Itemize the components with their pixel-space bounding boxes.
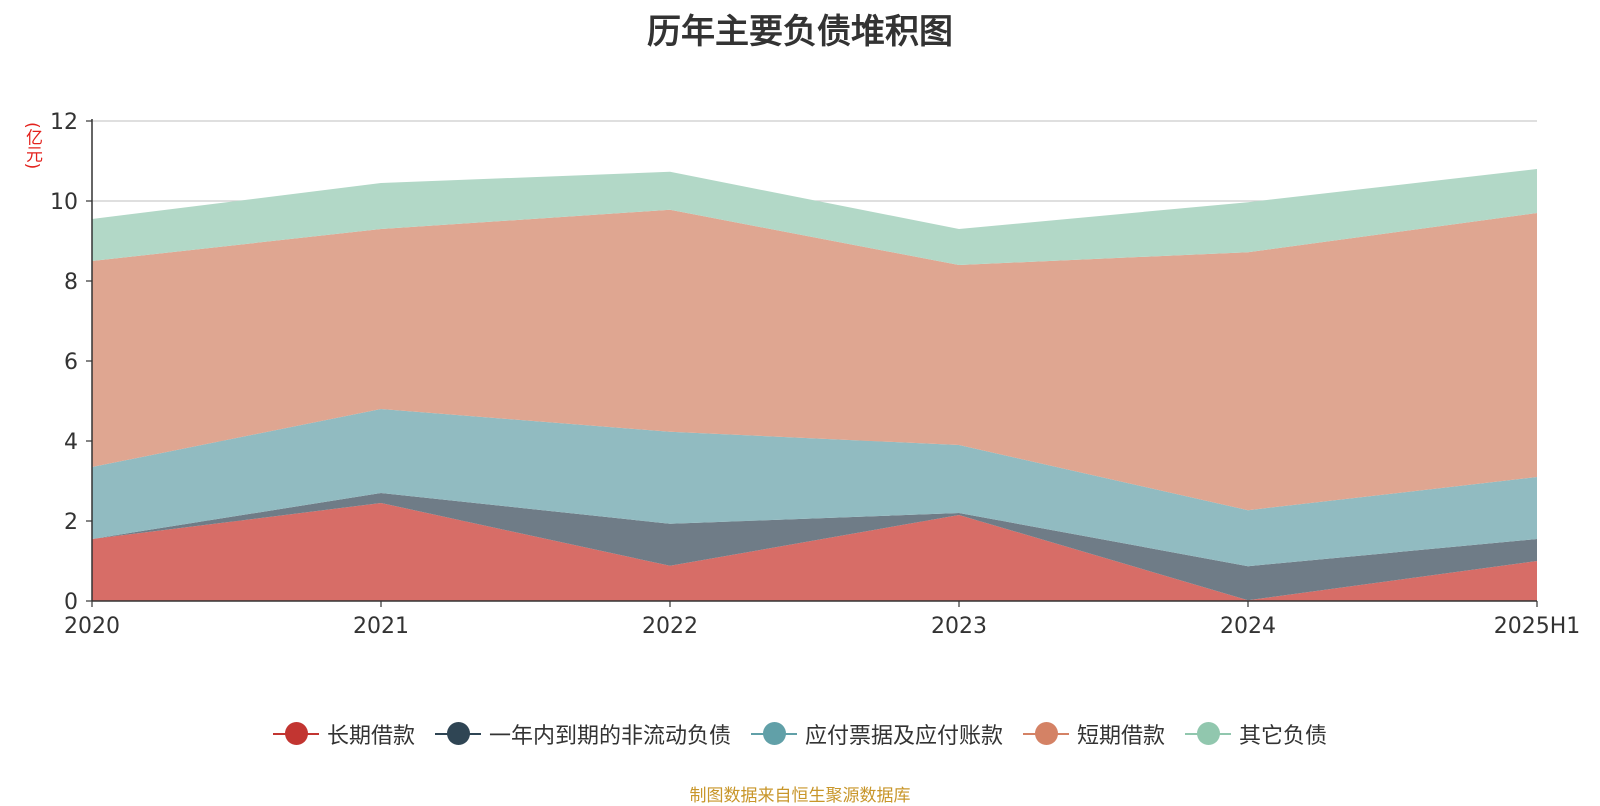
legend-item[interactable]: 短期借款 [1023, 718, 1165, 750]
legend-dot [284, 722, 308, 745]
chart-title: 历年主要负债堆积图 [647, 12, 953, 52]
area-其它负债 [92, 169, 1537, 265]
x-tick-label: 2023 [931, 614, 987, 639]
y-tick-label: 8 [64, 270, 78, 295]
legend-marker-icon [750, 722, 797, 746]
legend-item[interactable]: 一年内到期的非流动负债 [434, 718, 731, 750]
legend-label: 长期借款 [326, 724, 415, 749]
legend-label: 其它负债 [1239, 724, 1328, 749]
legend-marker-icon [272, 722, 319, 746]
legend-marker-icon [1185, 722, 1232, 746]
area-长期借款 [92, 503, 1537, 601]
legend-item[interactable]: 长期借款 [272, 718, 415, 750]
area-短期借款 [92, 209, 1537, 511]
legend-dot [446, 722, 470, 745]
legend-item[interactable]: 应付票据及应付账款 [750, 718, 1003, 750]
legend-dot [1197, 722, 1221, 745]
legend-item[interactable]: 其它负债 [1185, 718, 1327, 750]
legend-label: 应付票据及应付账款 [804, 724, 1003, 749]
y-tick-label: 4 [64, 430, 78, 455]
y-tick-label: 2 [64, 510, 78, 535]
y-tick-label: 12 [50, 110, 78, 135]
x-tick-label: 2022 [642, 614, 698, 639]
legend-marker-icon [1023, 722, 1069, 746]
x-tick-label: 2025H1 [1494, 614, 1581, 639]
legend: 长期借款 一年内到期的非流动负债 应付票据及应付账款 短期借款 其它负债 [0, 718, 1600, 750]
y-axis-unit-label: (亿元) [22, 122, 42, 170]
area-一年内到期的非流动负债 [92, 493, 1537, 601]
x-tick-label: 2021 [353, 614, 409, 639]
y-tick-label: 6 [64, 350, 78, 375]
source-note: 制图数据来自恒生聚源数据库 [689, 786, 911, 806]
area-应付票据及应付账款 [92, 409, 1537, 567]
legend-label: 短期借款 [1077, 724, 1166, 749]
axes: 0 2 4 6 8 10 12 2020 2021 2022 2023 2024 2025H1 [50, 110, 1580, 639]
legend-dot [1035, 722, 1058, 745]
y-tick-label: 10 [50, 190, 78, 215]
legend-dot [762, 722, 786, 745]
legend-label: 一年内到期的非流动负债 [488, 724, 731, 749]
legend-marker-icon [434, 722, 481, 746]
x-tick-label: 2024 [1220, 614, 1276, 639]
y-tick-label: 0 [64, 590, 78, 615]
x-tick-label: 2020 [64, 614, 120, 639]
area-series [92, 169, 1537, 601]
